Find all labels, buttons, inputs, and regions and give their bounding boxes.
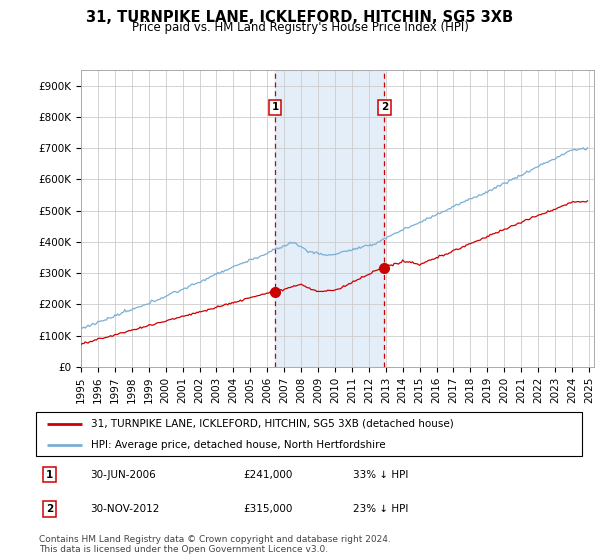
Text: 33% ↓ HPI: 33% ↓ HPI [353, 470, 408, 480]
Bar [275, 70, 385, 367]
Text: 1: 1 [46, 470, 53, 480]
Text: 2: 2 [381, 102, 388, 113]
Text: 31, TURNPIKE LANE, ICKLEFORD, HITCHIN, SG5 3XB (detached house): 31, TURNPIKE LANE, ICKLEFORD, HITCHIN, S… [91, 419, 454, 429]
Text: 23% ↓ HPI: 23% ↓ HPI [353, 504, 408, 514]
Text: Price paid vs. HM Land Registry's House Price Index (HPI): Price paid vs. HM Land Registry's House … [131, 21, 469, 34]
Text: 30-JUN-2006: 30-JUN-2006 [91, 470, 157, 480]
Text: Contains HM Land Registry data © Crown copyright and database right 2024.
This d: Contains HM Land Registry data © Crown c… [39, 535, 391, 554]
Text: 2: 2 [46, 504, 53, 514]
Text: 31, TURNPIKE LANE, ICKLEFORD, HITCHIN, SG5 3XB: 31, TURNPIKE LANE, ICKLEFORD, HITCHIN, S… [86, 10, 514, 25]
Text: 30-NOV-2012: 30-NOV-2012 [91, 504, 160, 514]
Text: 1: 1 [271, 102, 278, 113]
Text: £315,000: £315,000 [244, 504, 293, 514]
Text: £241,000: £241,000 [244, 470, 293, 480]
Text: HPI: Average price, detached house, North Hertfordshire: HPI: Average price, detached house, Nort… [91, 440, 385, 450]
